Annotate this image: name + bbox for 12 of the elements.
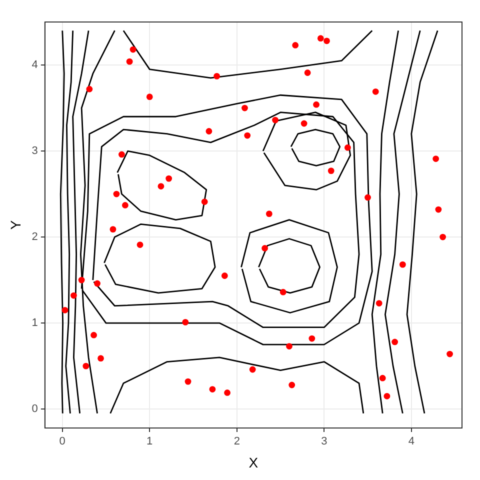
x-axis-title: X (248, 454, 259, 470)
x-tick-label: 3 (321, 436, 328, 448)
y-axis-title: Y (7, 220, 24, 230)
x-tick-label: 4 (408, 436, 414, 448)
x-tick-label: 0 (59, 436, 66, 448)
y-tick-label: 0 (32, 403, 38, 416)
y-tick-label: 4 (32, 59, 38, 72)
y-tick-label: 3 (32, 145, 38, 158)
x-tick-label: 1 (146, 436, 153, 448)
x-tick-label: 2 (234, 436, 240, 448)
y-tick-label: 1 (32, 317, 38, 330)
y-tick-label: 2 (32, 231, 38, 244)
